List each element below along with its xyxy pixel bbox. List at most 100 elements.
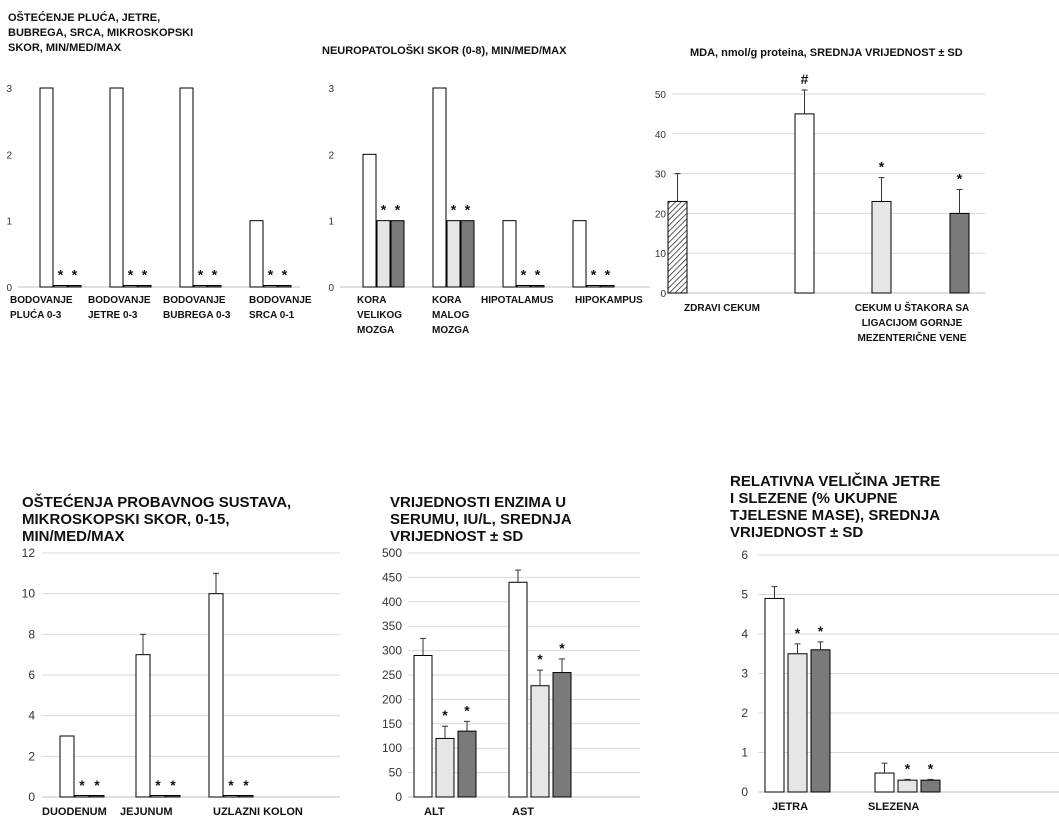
significance-marker: * — [879, 159, 885, 175]
x-category-label: SLEZENA — [868, 801, 919, 813]
x-category-label: KORA — [432, 295, 461, 306]
x-category-label: BODOVANJE — [249, 295, 312, 306]
bar — [135, 654, 151, 798]
y-tick-label: 450 — [382, 570, 402, 584]
chart-title-line: OŠTEĆENJE PLUĆA, JETRE, — [8, 12, 161, 24]
bar — [193, 285, 208, 288]
x-category-label: MEZENTERIČNE VENE — [858, 331, 967, 344]
significance-marker: * — [212, 267, 218, 283]
bar — [949, 212, 970, 294]
bar — [435, 737, 455, 798]
bar — [460, 220, 475, 288]
bar — [390, 220, 405, 288]
bar — [871, 200, 892, 294]
significance-marker: * — [957, 171, 963, 187]
significance-marker: * — [559, 640, 565, 656]
bar — [413, 654, 433, 798]
x-category-label: BODOVANJE — [163, 295, 226, 306]
significance-marker: * — [442, 707, 448, 723]
chart-title-line: BUBREGA, SRCA, MIKROSKOPSKI — [8, 27, 194, 39]
y-tick-label: 100 — [382, 741, 402, 755]
significance-marker: * — [381, 202, 387, 218]
x-category-label: UZLAZNI KOLON — [213, 806, 303, 818]
chart-title-line: VRIJEDNOST ± SD — [390, 528, 524, 545]
x-category-label: JETRE 0-3 — [88, 310, 138, 321]
y-tick-label: 3 — [741, 667, 748, 681]
chart-title-organsize: RELATIVNA VELIČINA JETRE I SLEZENE (% UK… — [730, 473, 940, 541]
bar — [53, 285, 68, 288]
bar — [179, 87, 194, 288]
y-tick-label: 0 — [6, 283, 12, 294]
x-category-label: BODOVANJE — [10, 295, 73, 306]
x-category-label: KORA — [357, 295, 386, 306]
bar — [208, 593, 224, 798]
x-category-label: DUODENUM — [42, 806, 107, 818]
significance-marker: * — [243, 777, 249, 793]
y-tick-label: 2 — [741, 706, 748, 720]
significance-marker: * — [395, 202, 401, 218]
bar — [810, 649, 831, 793]
y-tick-label: 8 — [28, 627, 35, 641]
bar — [362, 153, 377, 288]
chart-title-line: SERUMU, IU/L, SREDNJA — [390, 511, 572, 528]
significance-marker: * — [591, 267, 597, 283]
y-tick-label: 0 — [328, 283, 334, 294]
bar — [572, 220, 587, 288]
bar — [794, 113, 815, 294]
chart-title-line: NEUROPATOLOŠKI SKOR (0-8), MIN/MED/MAX — [322, 45, 567, 57]
chart-title-line: VRIJEDNOSTI ENZIMA U — [390, 494, 567, 511]
significance-marker: * — [451, 202, 457, 218]
y-tick-label: 400 — [382, 595, 402, 609]
y-tick-label: 30 — [655, 170, 667, 181]
bar — [376, 220, 391, 288]
significance-marker: * — [228, 777, 234, 793]
bar — [920, 779, 941, 793]
bar — [874, 772, 895, 793]
y-tick-label: 1 — [6, 217, 12, 228]
bar — [207, 285, 222, 288]
bar — [109, 87, 124, 288]
chart-title-line: I SLEZENE (% UKUPNE — [730, 490, 898, 507]
bar — [150, 795, 166, 798]
x-category-label: MOZGA — [432, 325, 469, 336]
bar — [165, 795, 181, 798]
bar — [137, 285, 152, 288]
significance-marker: * — [128, 267, 134, 283]
bar — [667, 200, 688, 294]
significance-marker: * — [142, 267, 148, 283]
x-category-label: JEJUNUM — [120, 806, 173, 818]
significance-marker: * — [905, 760, 911, 776]
chart-title-line: TJELESNE MASE), SREDNJA — [730, 507, 941, 524]
y-tick-label: 10 — [22, 587, 36, 601]
chart-title-line: RELATIVNA VELIČINA JETRE — [730, 473, 941, 490]
x-category-label: SRCA 0-1 — [249, 310, 295, 321]
significance-marker: * — [170, 777, 176, 793]
bar — [508, 581, 528, 798]
bar — [39, 87, 54, 288]
y-tick-label: 20 — [655, 209, 667, 220]
chart-title-line: MDA, nmol/g proteina, SREDNJA VRIJEDNOST… — [690, 47, 963, 59]
significance-marker: * — [79, 777, 85, 793]
significance-marker: * — [521, 267, 527, 283]
chart-title-neuro: NEUROPATOLOŠKI SKOR (0-8), MIN/MED/MAX — [322, 44, 566, 59]
bar — [600, 285, 615, 288]
significance-marker: * — [268, 267, 274, 283]
y-tick-label: 3 — [6, 84, 12, 95]
significance-marker: * — [464, 702, 470, 718]
bar — [223, 795, 239, 798]
bar — [67, 285, 82, 288]
x-category-label: BUBREGA 0-3 — [163, 310, 231, 321]
bar — [502, 220, 517, 288]
y-tick-label: 150 — [382, 717, 402, 731]
y-tick-label: 4 — [741, 627, 748, 641]
y-tick-label: 6 — [741, 548, 748, 562]
bar — [263, 285, 278, 288]
y-tick-label: 1 — [328, 217, 334, 228]
x-category-label: AST — [512, 806, 534, 818]
bar — [516, 285, 531, 288]
y-tick-label: 4 — [28, 709, 35, 723]
bar — [249, 220, 264, 288]
chart-title-line: SKOR, MIN/MED/MAX — [8, 42, 122, 54]
chart-title-line: VRIJEDNOST ± SD — [730, 524, 864, 541]
